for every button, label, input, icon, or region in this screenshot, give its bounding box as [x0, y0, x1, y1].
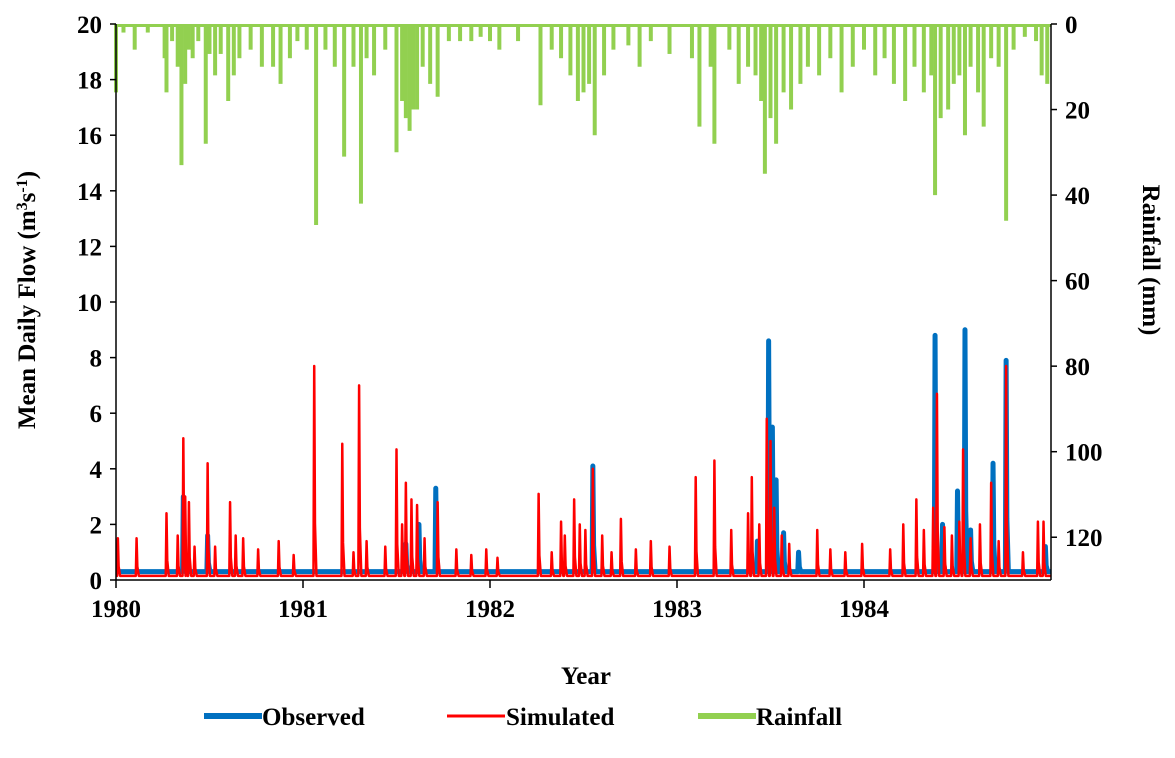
legend-label-observed: Observed — [262, 704, 365, 731]
right-tick-label: 80 — [1065, 354, 1090, 381]
left-tick-label: 8 — [90, 346, 103, 373]
legend-label-simulated: Simulated — [506, 704, 614, 731]
left-tick-label: 2 — [90, 512, 103, 539]
left-tick-label: 16 — [77, 123, 102, 150]
x-axis-title: Year — [561, 663, 611, 690]
simulated-series — [115, 364, 1051, 578]
x-tick-label: 1982 — [465, 596, 515, 623]
left-tick-label: 18 — [77, 68, 102, 95]
right-axis-title: Rainfall (mm) — [1137, 185, 1164, 336]
left-axis-title-main: Mean Daily Flow (m — [14, 210, 41, 429]
axes: 0 2 4 6 8 10 12 14 16 18 20 0 20 40 60 80 100 120 1980 1981… — [77, 12, 1103, 623]
left-axis-title-sup2: -1 — [14, 179, 31, 192]
left-tick-label: 14 — [77, 179, 103, 206]
x-tick-label: 1981 — [278, 596, 328, 623]
left-tick-label: 10 — [77, 290, 102, 317]
x-tick-label: 1984 — [839, 596, 890, 623]
right-tick-label: 20 — [1065, 98, 1090, 125]
left-tick-label: 12 — [77, 234, 102, 261]
x-tick-label: 1980 — [91, 596, 141, 623]
left-tick-label: 4 — [90, 457, 103, 484]
legend: Observed Simulated Rainfall — [204, 704, 842, 731]
left-axis-title-end: ) — [14, 171, 41, 179]
left-axis-title-mid: s — [14, 192, 41, 202]
observed-line — [116, 327, 1051, 575]
left-tick-label: 0 — [90, 568, 103, 595]
simulated-line — [115, 364, 1051, 578]
right-tick-label: 40 — [1065, 183, 1090, 210]
right-tick-label: 120 — [1065, 525, 1103, 552]
legend-label-rainfall: Rainfall — [756, 704, 842, 731]
legend-item-rainfall: Rainfall — [698, 704, 842, 731]
rainfall-baseline — [116, 24, 1051, 27]
rainfall-series — [114, 24, 1051, 226]
legend-item-simulated: Simulated — [447, 704, 614, 731]
legend-item-observed: Observed — [204, 704, 365, 731]
left-tick-label: 20 — [77, 12, 102, 39]
left-tick-label: 6 — [90, 401, 103, 428]
observed-series — [116, 327, 1051, 575]
right-tick-label: 100 — [1065, 440, 1103, 467]
right-tick-label: 0 — [1065, 12, 1078, 39]
right-tick-label: 60 — [1065, 269, 1090, 296]
x-tick-label: 1983 — [652, 596, 702, 623]
left-axis-title: Mean Daily Flow (m3s-1) — [14, 171, 42, 429]
left-axis-title-sup1: 3 — [14, 202, 31, 210]
